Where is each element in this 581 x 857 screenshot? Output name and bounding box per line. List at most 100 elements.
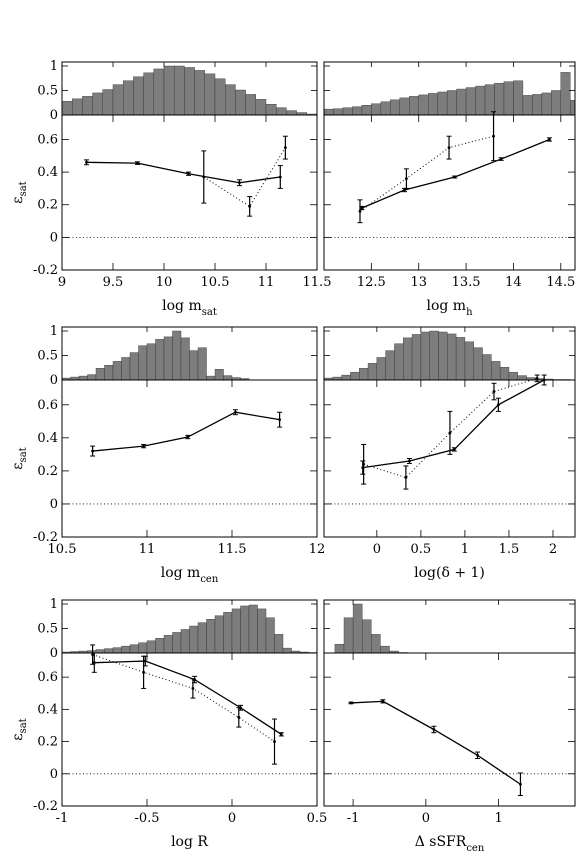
x-tick-label: 14 — [505, 275, 522, 290]
data-point — [408, 459, 411, 463]
histogram-bar — [323, 108, 334, 116]
histogram-bar — [464, 341, 474, 381]
histogram-bar — [214, 615, 224, 654]
hist-tick-label: 1 — [50, 324, 58, 339]
histogram-bar — [95, 368, 105, 381]
histogram-bar — [342, 107, 353, 116]
histogram-bar — [350, 371, 360, 381]
histogram-bar — [560, 72, 571, 116]
histogram-bar — [197, 347, 207, 381]
x-tick-label: 1 — [494, 811, 502, 826]
histogram-bar — [206, 375, 216, 381]
histogram-bar — [122, 80, 134, 116]
data-point — [136, 161, 139, 165]
histogram-bar — [180, 337, 190, 381]
y-tick-label: 0 — [50, 497, 58, 512]
histogram-bar — [473, 347, 483, 381]
histogram-bar — [223, 612, 233, 654]
histogram-bar — [180, 629, 190, 654]
hist-tick-label: 0.5 — [37, 349, 58, 364]
histogram-bar — [513, 80, 524, 116]
histogram-bar — [427, 93, 438, 116]
x-axis-label: log msat — [162, 298, 217, 318]
histogram-bar — [455, 337, 466, 381]
histogram-bar — [438, 331, 448, 381]
hist-tick-label: 0.5 — [37, 84, 58, 99]
histogram-bar — [214, 369, 224, 381]
histogram-bar — [133, 76, 144, 116]
y-tick-label: 0.6 — [37, 398, 58, 413]
histogram-bar — [121, 645, 131, 654]
hist-tick-label: 0 — [50, 108, 58, 123]
histogram-bar — [352, 106, 363, 116]
data-point — [234, 410, 237, 414]
histogram-bar — [189, 350, 199, 381]
panel-2: 12.5 13 13.5 14 14.5 log mh — [323, 61, 576, 318]
histogram-bar — [343, 617, 354, 654]
x-axis-label-sub: cen — [200, 574, 219, 585]
histogram-bar — [78, 375, 88, 381]
series-line-solid — [92, 411, 280, 452]
histogram-bar — [163, 635, 173, 654]
data-point — [499, 157, 503, 161]
histogram-bar — [359, 368, 369, 381]
histogram-bar — [265, 104, 277, 116]
histogram-bar — [456, 88, 467, 116]
x-axis-label-sub: sat — [202, 307, 217, 318]
histogram-bar — [240, 605, 250, 654]
histogram-bar — [517, 375, 527, 381]
histogram-bar — [129, 644, 139, 654]
histogram-bar — [367, 363, 378, 381]
histogram-bar — [380, 101, 391, 116]
histogram-bar — [257, 608, 267, 654]
data-point — [492, 134, 495, 138]
data-point — [403, 188, 406, 192]
x-axis-label-main: log(δ + 1) — [414, 565, 485, 581]
data-point — [349, 701, 353, 705]
histogram-bar — [129, 352, 139, 381]
data-point — [142, 444, 146, 448]
histogram-bar — [224, 84, 236, 116]
data-point — [85, 160, 88, 164]
x-tick-label: 12 — [309, 542, 326, 557]
data-point — [191, 687, 195, 690]
histogram-bar — [394, 343, 404, 381]
x-axis-label-sub: h — [466, 307, 473, 318]
histogram-bar — [420, 331, 430, 381]
data-point — [535, 376, 539, 380]
histogram-bar — [248, 604, 258, 654]
y-axis-label: εsat — [10, 718, 29, 740]
x-tick-label: 0 — [422, 811, 430, 826]
y-axis-label-sub: sat — [18, 181, 29, 196]
histogram-bar — [429, 330, 439, 381]
y-tick-label: 0.6 — [37, 670, 58, 685]
data-point — [452, 448, 456, 451]
histogram-bar — [411, 334, 422, 381]
histogram-bar — [143, 72, 155, 116]
histogram-bar — [235, 89, 246, 116]
hist-tick-label: 0 — [50, 373, 58, 388]
histogram-bar — [376, 357, 386, 381]
histogram-bar — [173, 65, 185, 116]
data-point — [91, 653, 94, 657]
data-point — [279, 732, 283, 736]
data-point — [447, 146, 451, 150]
histogram-bar — [95, 649, 105, 654]
histogram-bar — [82, 96, 93, 116]
data-point — [238, 181, 241, 185]
histogram-bar — [437, 91, 448, 116]
series-line-solid — [86, 161, 281, 184]
x-axis-label: Δ sSFRcen — [415, 834, 485, 854]
data-point — [237, 716, 241, 719]
histogram-bar — [189, 625, 199, 654]
x-axis-label: log R — [171, 834, 208, 850]
histogram-bar — [465, 87, 476, 116]
x-tick-label: 11 — [258, 275, 275, 290]
data-point — [519, 782, 522, 786]
x-tick-label: 0.5 — [307, 811, 328, 826]
hist-tick-label: 0 — [50, 646, 58, 661]
data-point — [273, 740, 276, 743]
histogram-bar — [223, 375, 233, 381]
histogram-bar — [172, 330, 182, 381]
